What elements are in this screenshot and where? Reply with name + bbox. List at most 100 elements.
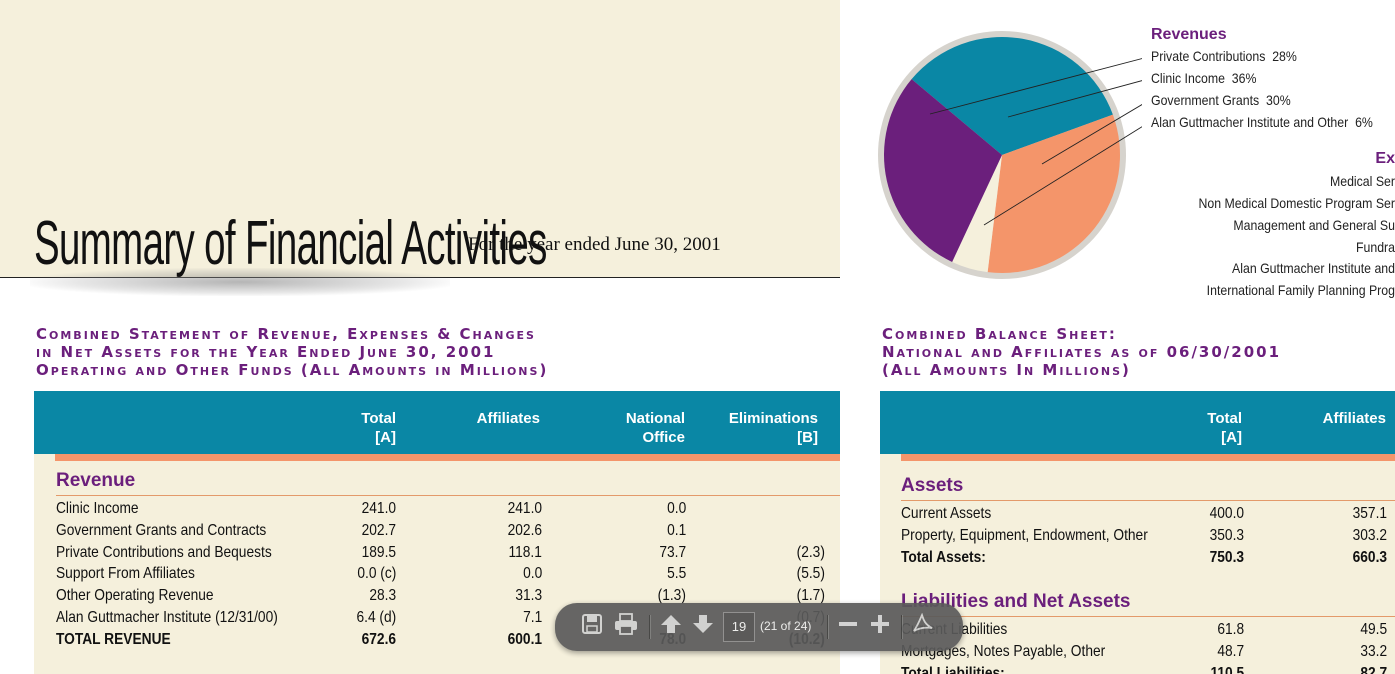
cell-affiliates: 202.6	[507, 521, 542, 539]
cell-national: (1.3)	[657, 587, 686, 605]
cell-affiliates: 600.1	[507, 630, 542, 648]
zoom-in-icon[interactable]	[867, 613, 893, 639]
pie-legend: Private Contributions 28% Clinic Income …	[1151, 48, 1395, 136]
cell-affiliates: 31.3	[515, 587, 542, 605]
zoom-out-icon[interactable]	[835, 613, 861, 639]
leader-line	[1041, 104, 1142, 165]
statement-heading-line: Combined Statement of Revenue, Expenses …	[36, 325, 536, 343]
cell-total: 350.3	[1209, 527, 1244, 544]
expense-item: Non Medical Domestic Program Ser	[1198, 195, 1395, 211]
legend-label: Alan Guttmacher Institute and Other	[1151, 114, 1349, 130]
legend-value: 36%	[1231, 70, 1257, 86]
cell-elim: (1.7)	[796, 587, 825, 605]
toolbar-separator	[649, 615, 651, 639]
cell-total: 400.0	[1209, 505, 1244, 522]
statement-table-header	[34, 391, 840, 454]
legend-label: Private Contributions	[1151, 48, 1266, 64]
pdf-toolbar: 19 (21 of 24)	[555, 603, 963, 651]
pie-slice-government	[987, 114, 1120, 273]
cell-affiliates: 7.1	[522, 609, 542, 626]
col-header-total: Total [A]	[1170, 409, 1242, 447]
cell-affiliates: 33.2	[1360, 643, 1387, 660]
page-number-input[interactable]: 19	[723, 612, 755, 642]
col-header-line: [A]	[1221, 429, 1242, 446]
pie-slice-clinic	[884, 79, 1002, 262]
col-header-line: [B]	[797, 429, 818, 446]
print-icon[interactable]	[613, 613, 639, 639]
statement-heading-line: Operating and Other Funds (All Amounts i…	[36, 361, 549, 379]
row-label: Government Grants and Contracts	[56, 521, 267, 539]
cell-total: 672.6	[361, 630, 396, 648]
acrobat-icon[interactable]	[910, 612, 936, 639]
cell-total: 189.5	[361, 543, 396, 561]
cell-affiliates: 49.5	[1360, 621, 1387, 638]
legend-label: Clinic Income	[1151, 70, 1225, 86]
cell-total: 750.3	[1209, 549, 1244, 566]
cell-affiliates: 660.3	[1352, 549, 1387, 566]
next-page-icon[interactable]	[690, 613, 716, 639]
leader-line	[1007, 80, 1142, 118]
row-label: Total Assets:	[901, 549, 986, 566]
cell-total: 0.0 (c)	[357, 565, 396, 583]
cell-elim: (5.5)	[796, 565, 825, 583]
legend-value: 6%	[1355, 114, 1373, 130]
col-header-total: Total [A]	[324, 409, 396, 447]
legend-agi: Alan Guttmacher Institute and Other 6%	[1151, 114, 1380, 136]
toolbar-separator	[827, 615, 829, 639]
col-header-line: Eliminations	[728, 410, 818, 427]
row-label: TOTAL REVENUE	[56, 630, 171, 648]
pie-slice-private	[911, 37, 1113, 155]
col-header-line: Affiliates	[476, 410, 540, 427]
balance-heading-line: (All Amounts In Millions)	[882, 361, 1131, 379]
expenses-title: Ex	[1375, 150, 1395, 167]
expense-item: Medical Ser	[1329, 173, 1395, 189]
cell-national: 5.5	[666, 565, 686, 583]
expense-item: Management and General Su	[1233, 217, 1395, 233]
row-label: Property, Equipment, Endowment, Other	[901, 527, 1148, 544]
col-header-line: [A]	[375, 429, 396, 446]
col-header-line: Office	[642, 429, 685, 446]
col-header-affiliates: Affiliates	[444, 409, 540, 428]
col-header-eliminations: Eliminations [B]	[704, 409, 818, 447]
expense-item: Alan Guttmacher Institute and	[1232, 260, 1395, 276]
cell-affiliates: 241.0	[507, 500, 542, 517]
balance-heading-line: National and Affiliates as of 06/30/2001	[882, 343, 1282, 361]
previous-page-icon[interactable]	[658, 613, 684, 639]
balance-heading: Combined Balance Sheet: National and Aff…	[882, 325, 1281, 379]
row-label: Support From Affiliates	[56, 565, 195, 583]
col-header-national: National Office	[594, 409, 685, 447]
col-header-line: National	[625, 410, 685, 427]
toolbar-separator	[901, 615, 903, 639]
cell-national: 0.0	[666, 500, 686, 517]
page-title: Summary of Financial Activities	[34, 209, 547, 278]
legend-private: Private Contributions 28%	[1151, 48, 1380, 70]
row-label: Current Assets	[901, 505, 992, 522]
header-stripe	[55, 454, 840, 461]
col-header-affiliates: Affiliates	[1290, 409, 1386, 428]
cell-total: 202.7	[361, 521, 396, 539]
legend-label: Government Grants	[1151, 92, 1260, 108]
cell-affiliates: 303.2	[1352, 527, 1387, 544]
balance-heading-line: Combined Balance Sheet:	[882, 325, 1117, 343]
legend-value: 28%	[1272, 48, 1297, 64]
statement-heading: Combined Statement of Revenue, Expenses …	[36, 325, 548, 379]
section-title-assets: Assets	[901, 475, 964, 496]
revenue-pie-chart	[878, 31, 1142, 279]
page-count: (21 of 24)	[760, 619, 812, 633]
expense-item: Fundra	[1355, 239, 1395, 255]
cell-total: 61.8	[1217, 621, 1244, 638]
expense-item: International Family Planning Prog	[1206, 282, 1395, 298]
pie-title: Revenues	[1151, 26, 1227, 43]
cell-affiliates: 0.0	[522, 565, 542, 583]
statement-heading-line: in Net Assets for the Year Ended June 30…	[36, 343, 496, 361]
section-title-revenue: Revenue	[56, 470, 136, 491]
col-header-line: Affiliates	[1322, 410, 1386, 427]
legend-clinic: Clinic Income 36%	[1151, 70, 1380, 92]
leader-line	[929, 58, 1142, 115]
leader-line	[983, 126, 1142, 226]
save-icon[interactable]	[579, 613, 605, 639]
cell-affiliates: 357.1	[1352, 505, 1387, 522]
cell-total: 28.3	[369, 587, 396, 605]
cell-national: 0.1	[666, 521, 686, 539]
title-shadow	[30, 268, 450, 296]
